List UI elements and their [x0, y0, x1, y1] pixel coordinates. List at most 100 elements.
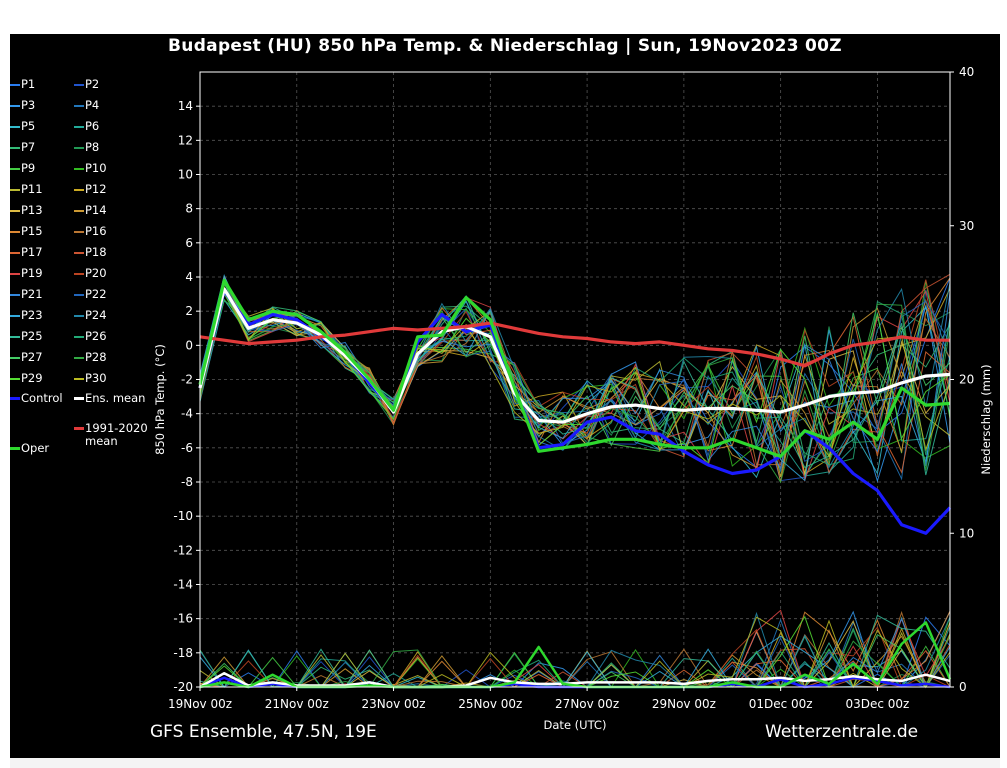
ensemble-line-p22 [199, 282, 951, 463]
legend-swatch [10, 377, 20, 380]
legend-item-p19: P19 [10, 267, 43, 280]
legend-label: Oper [21, 441, 50, 455]
x-tick-label: 01Dec 00z [749, 697, 813, 711]
legend-label: Ens. mean [85, 391, 146, 405]
legend-label: P20 [85, 266, 107, 280]
legend-swatch [10, 230, 20, 233]
legend-label: P8 [85, 140, 100, 154]
y-tick-label: -8 [181, 475, 193, 489]
y-axis-label: 850 hPa Temp. (°C) [153, 344, 167, 455]
legend-label: P17 [21, 245, 43, 259]
x-tick-label: 23Nov 00z [362, 697, 426, 711]
x-tick-label: 21Nov 00z [265, 697, 329, 711]
legend-swatch [74, 188, 84, 191]
legend-swatch [10, 272, 20, 275]
legend-label: P1 [21, 77, 36, 91]
x-tick-label: 19Nov 00z [168, 697, 232, 711]
legend-item-p20: P20 [74, 267, 107, 280]
y-tick-label: 6 [185, 236, 193, 250]
legend-swatch [74, 397, 84, 400]
y-tick-label: -12 [173, 543, 193, 557]
legend-item-p26: P26 [74, 330, 107, 343]
y-tick-label: 0 [185, 338, 193, 352]
legend-swatch [74, 230, 84, 233]
y2-tick-label: 30 [959, 219, 974, 233]
legend-item-p2: P2 [74, 78, 99, 91]
legend-swatch [10, 447, 20, 450]
legend-label: P27 [21, 350, 43, 364]
y-tick-label: 2 [185, 304, 193, 318]
y2-tick-label: 0 [959, 680, 967, 694]
legend-label: P15 [21, 224, 43, 238]
y-tick-label: -6 [181, 441, 193, 455]
model-caption: GFS Ensemble, 47.5N, 19E [150, 722, 377, 742]
legend-swatch [74, 125, 84, 128]
legend-label: P30 [85, 371, 107, 385]
chart-frame: 14 12 10 8 6 4 2 0 -2 -4 -6 -8 -10 -12 -14 -16 -18 -20 0 10… [10, 34, 1000, 758]
legend-item-p24: P24 [74, 309, 107, 322]
legend-label: P4 [85, 98, 100, 112]
legend-label: P24 [85, 308, 107, 322]
legend-swatch [74, 427, 84, 430]
legend-item-p28: P28 [74, 351, 107, 364]
ens-mean-line [198, 287, 951, 424]
legend-label: P7 [21, 140, 36, 154]
legend-swatch [10, 397, 20, 400]
y-tick-label: -2 [181, 373, 193, 387]
y2-tick-label: 40 [959, 65, 974, 79]
legend-swatch [10, 104, 20, 107]
legend-swatch [74, 356, 84, 359]
legend-item-p15: P15 [10, 225, 43, 238]
legend-item-p22: P22 [74, 288, 107, 301]
ensemble-line-p14 [199, 274, 951, 469]
x-tick-label: 27Nov 00z [555, 697, 619, 711]
legend-label: P28 [85, 350, 107, 364]
legend-item-ens-mean: Ens. mean [74, 392, 145, 405]
legend-label: Control [21, 391, 63, 405]
y-tick-label: 8 [185, 202, 193, 216]
legend-item-control: Control [10, 392, 63, 405]
legend-swatch [74, 146, 84, 149]
ensemble-line-p15 [199, 277, 951, 483]
source-caption: Wetterzentrale.de [765, 722, 919, 742]
y-tick-label: -4 [181, 407, 193, 421]
legend-label: P25 [21, 329, 43, 343]
legend-label: P13 [21, 203, 43, 217]
legend-item-p11: P11 [10, 183, 43, 196]
y-tick-label: -10 [173, 509, 193, 523]
legend-swatch [74, 167, 84, 170]
legend-label: P10 [85, 161, 107, 175]
legend-item-p10: P10 [74, 162, 107, 175]
legend-swatch [10, 314, 20, 317]
legend-swatch [10, 146, 20, 149]
ensemble-line-p28 [199, 291, 951, 484]
legend-item-p25: P25 [10, 330, 43, 343]
legend-swatch [74, 335, 84, 338]
legend-item-p12: P12 [74, 183, 107, 196]
legend-label: P23 [21, 308, 43, 322]
y-tick-label: -18 [173, 646, 193, 660]
x-axis-label: Date (UTC) [544, 718, 607, 732]
ensemble-line-p16 [199, 288, 951, 466]
ens-mean-precipitation-line [199, 671, 951, 689]
legend-swatch [10, 293, 20, 296]
legend-label: P19 [21, 266, 43, 280]
x-tick-label: 03Dec 00z [845, 697, 909, 711]
legend-item-climatology: 1991-2020 mean [74, 422, 148, 448]
legend-item-p17: P17 [10, 246, 43, 259]
legend-swatch [74, 251, 84, 254]
page-bottom-strip [10, 758, 1000, 768]
y2-tick-label: 20 [959, 373, 974, 387]
legend-item-p18: P18 [74, 246, 107, 259]
y-tick-label: 14 [178, 99, 193, 113]
legend-swatch [74, 293, 84, 296]
legend-label: P9 [21, 161, 36, 175]
y-tick-label: -16 [173, 612, 193, 626]
legend-item-p21: P21 [10, 288, 43, 301]
x-tick-label: 29Nov 00z [652, 697, 716, 711]
y2-tick-label: 10 [959, 526, 974, 540]
legend-item-p5: P5 [10, 120, 35, 133]
ensemble-line-p1 [199, 277, 951, 468]
axes [196, 71, 954, 691]
